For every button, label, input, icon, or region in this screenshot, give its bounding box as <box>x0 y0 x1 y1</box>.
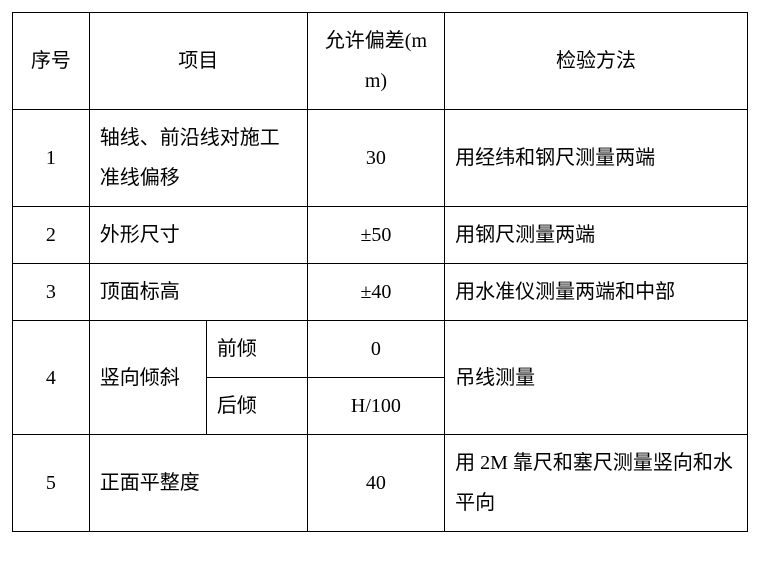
cell-seq: 2 <box>13 207 90 264</box>
cell-method: 用经纬和钢尺测量两端 <box>445 110 748 207</box>
cell-item: 正面平整度 <box>89 435 307 532</box>
cell-method: 用水准仪测量两端和中部 <box>445 264 748 321</box>
cell-method: 吊线测量 <box>445 321 748 435</box>
table-row: 5 正面平整度 40 用 2M 靠尺和塞尺测量竖向和水平向 <box>13 435 748 532</box>
spec-table: 序号 项目 允许偏差(mm) 检验方法 1 轴线、前沿线对施工准线偏移 30 用… <box>12 12 748 532</box>
col-method: 检验方法 <box>445 13 748 110</box>
cell-subitem: 后倾 <box>206 378 307 435</box>
table-row: 2 外形尺寸 ±50 用钢尺测量两端 <box>13 207 748 264</box>
cell-tol: 0 <box>307 321 444 378</box>
cell-method: 用 2M 靠尺和塞尺测量竖向和水平向 <box>445 435 748 532</box>
cell-tol: H/100 <box>307 378 444 435</box>
col-seq: 序号 <box>13 13 90 110</box>
cell-subitem: 前倾 <box>206 321 307 378</box>
cell-seq: 4 <box>13 321 90 435</box>
table-row: 1 轴线、前沿线对施工准线偏移 30 用经纬和钢尺测量两端 <box>13 110 748 207</box>
table-row: 3 顶面标高 ±40 用水准仪测量两端和中部 <box>13 264 748 321</box>
cell-seq: 3 <box>13 264 90 321</box>
cell-item: 轴线、前沿线对施工准线偏移 <box>89 110 307 207</box>
table-row: 4 竖向倾斜 前倾 0 吊线测量 <box>13 321 748 378</box>
cell-tol: ±40 <box>307 264 444 321</box>
cell-tol: ±50 <box>307 207 444 264</box>
cell-method: 用钢尺测量两端 <box>445 207 748 264</box>
cell-tol: 30 <box>307 110 444 207</box>
cell-item: 外形尺寸 <box>89 207 307 264</box>
cell-item: 竖向倾斜 <box>89 321 206 435</box>
table-header-row: 序号 项目 允许偏差(mm) 检验方法 <box>13 13 748 110</box>
cell-seq: 1 <box>13 110 90 207</box>
col-item: 项目 <box>89 13 307 110</box>
cell-item: 顶面标高 <box>89 264 307 321</box>
col-tol: 允许偏差(mm) <box>307 13 444 110</box>
cell-tol: 40 <box>307 435 444 532</box>
cell-seq: 5 <box>13 435 90 532</box>
